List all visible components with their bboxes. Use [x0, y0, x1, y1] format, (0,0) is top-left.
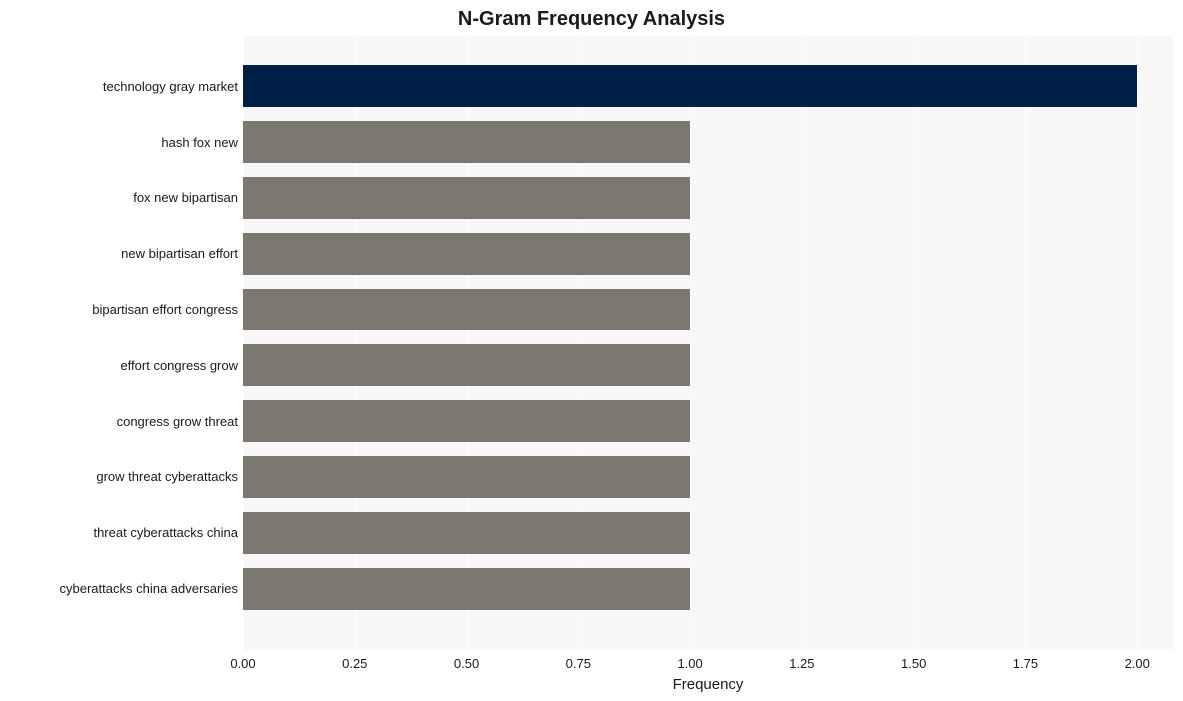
x-tick-label: 0.25: [342, 656, 367, 671]
y-tick-label: grow threat cyberattacks: [96, 469, 238, 484]
x-tick-label: 1.50: [901, 656, 926, 671]
y-tick-label: fox new bipartisan: [133, 190, 238, 205]
y-tick-label: new bipartisan effort: [121, 246, 238, 261]
y-tick-label: congress grow threat: [117, 414, 238, 429]
bar: [243, 177, 690, 219]
bar: [243, 121, 690, 163]
x-tick-label: 0.50: [454, 656, 479, 671]
x-tick-label: 1.25: [789, 656, 814, 671]
grid-line: [1025, 36, 1026, 650]
x-tick-label: 1.75: [1013, 656, 1038, 671]
y-tick-label: cyberattacks china adversaries: [60, 581, 238, 596]
bar: [243, 400, 690, 442]
y-tick-label: technology gray market: [103, 79, 238, 94]
grid-line: [914, 36, 915, 650]
x-tick-label: 0.00: [230, 656, 255, 671]
x-tick-label: 0.75: [566, 656, 591, 671]
bar: [243, 568, 690, 610]
ngram-chart: N-Gram Frequency Analysis Frequency 0.00…: [0, 0, 1183, 701]
x-tick-label: 1.00: [677, 656, 702, 671]
bar: [243, 65, 1137, 107]
y-tick-label: effort congress grow: [120, 358, 238, 373]
bar: [243, 289, 690, 331]
bar: [243, 512, 690, 554]
bar: [243, 344, 690, 386]
y-tick-label: threat cyberattacks china: [93, 525, 238, 540]
y-tick-label: hash fox new: [161, 135, 238, 150]
plot-area: [243, 36, 1173, 650]
chart-title: N-Gram Frequency Analysis: [0, 8, 1183, 31]
x-axis-label: Frequency: [243, 676, 1173, 693]
grid-line: [1137, 36, 1138, 650]
bar: [243, 233, 690, 275]
x-tick-label: 2.00: [1125, 656, 1150, 671]
grid-line: [802, 36, 803, 650]
grid-line: [690, 36, 691, 650]
y-tick-label: bipartisan effort congress: [92, 302, 238, 317]
bar: [243, 456, 690, 498]
